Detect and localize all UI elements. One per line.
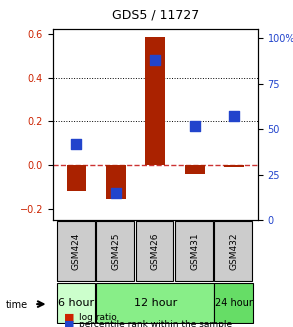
Text: 12 hour: 12 hour <box>134 298 177 308</box>
Text: GDS5 / 11727: GDS5 / 11727 <box>112 8 199 21</box>
Point <box>153 58 158 63</box>
FancyBboxPatch shape <box>96 283 214 323</box>
Point <box>193 123 197 128</box>
Point <box>232 114 236 119</box>
Text: GSM432: GSM432 <box>230 232 239 270</box>
Text: ■: ■ <box>64 313 75 323</box>
Bar <box>67 165 86 191</box>
FancyBboxPatch shape <box>175 221 213 281</box>
FancyBboxPatch shape <box>136 221 173 281</box>
Bar <box>145 37 165 165</box>
Text: log ratio: log ratio <box>79 313 117 322</box>
Text: ■: ■ <box>64 319 75 327</box>
Text: time: time <box>6 300 28 310</box>
Text: GSM425: GSM425 <box>111 232 120 270</box>
FancyBboxPatch shape <box>214 283 253 323</box>
Text: GSM426: GSM426 <box>151 232 160 270</box>
FancyBboxPatch shape <box>96 221 134 281</box>
Text: 24 hour: 24 hour <box>215 298 253 308</box>
FancyBboxPatch shape <box>57 283 95 323</box>
Point <box>113 190 118 195</box>
FancyBboxPatch shape <box>57 221 95 281</box>
Bar <box>224 165 244 167</box>
Text: GSM431: GSM431 <box>190 232 199 270</box>
Text: GSM424: GSM424 <box>72 232 81 270</box>
Text: 6 hour: 6 hour <box>58 298 94 308</box>
FancyBboxPatch shape <box>214 221 252 281</box>
Bar <box>185 165 205 174</box>
Bar <box>106 165 126 199</box>
Point <box>74 141 79 146</box>
Text: percentile rank within the sample: percentile rank within the sample <box>79 320 232 327</box>
